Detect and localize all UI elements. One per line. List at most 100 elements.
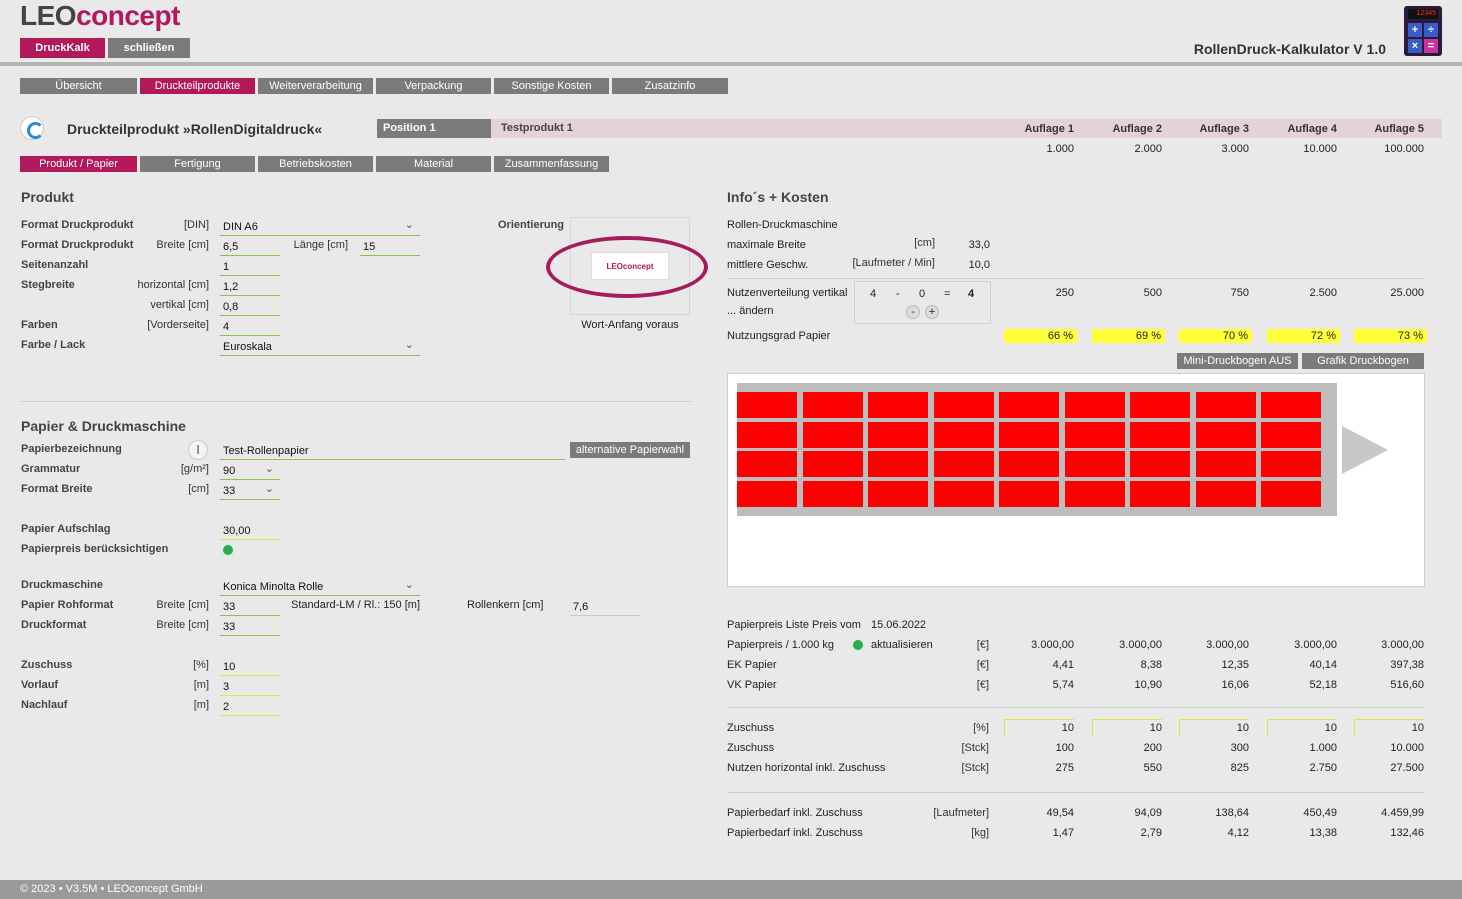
auflage-value: 10.000 <box>1303 143 1337 155</box>
vorlauf-input[interactable]: 3 <box>220 679 280 696</box>
tab-druckteilprodukte[interactable]: Druckteilprodukte <box>140 78 255 94</box>
papierbez-input[interactable]: Test-Rollenpapier <box>220 443 565 460</box>
druckformat-input[interactable]: 33 <box>220 619 280 636</box>
steg-h-input[interactable]: 1,2 <box>220 279 280 296</box>
zp-input[interactable]: 10 <box>1267 719 1337 736</box>
pl-unit: [Laufmeter] <box>933 807 989 819</box>
info-divider <box>727 278 1425 279</box>
druckmaschine-select[interactable]: Konica Minolta Rolle <box>220 577 420 596</box>
steg-v-input[interactable]: 0,8 <box>220 299 280 316</box>
text-cursor-icon[interactable]: I <box>188 440 208 460</box>
seiten-input[interactable]: 1 <box>220 259 280 276</box>
subtab-zusammenfassung[interactable]: Zusammenfassung <box>494 156 609 172</box>
subtab-material[interactable]: Material <box>376 156 491 172</box>
app-title: RollenDruck-Kalkulator V 1.0 <box>1193 41 1386 57</box>
lack-select[interactable]: Euroskala <box>220 337 420 356</box>
liste-label: Papierpreis Liste Preis vom <box>727 619 861 631</box>
nv-result: 4 <box>968 288 975 300</box>
nachlauf-input[interactable]: 2 <box>220 699 280 716</box>
position-badge[interactable]: Position 1 <box>377 119 491 138</box>
laenge-input[interactable]: 15 <box>360 239 420 256</box>
pp-value: 3.000,00 <box>1294 639 1337 651</box>
nutzungsgrad-value: 70 % <box>1179 329 1252 343</box>
papierbedarf-lm-label: Papierbedarf inkl. Zuschuss <box>727 807 863 819</box>
header-divider <box>0 62 1462 66</box>
ek-value: 397,38 <box>1390 659 1424 671</box>
auflage-header: Auflage 1 <box>1024 123 1074 135</box>
nv-b: 0 <box>919 288 926 300</box>
tab-zusatzinfo[interactable]: Zusatzinfo <box>612 78 728 94</box>
nv-decrease-button[interactable]: - <box>906 305 920 319</box>
zp-input[interactable]: 10 <box>1179 719 1249 736</box>
papierpreis-label: Papierpreis berücksichtigen <box>21 543 169 555</box>
vk-label: VK Papier <box>727 679 777 691</box>
zuschuss-prozent-label: Zuschuss <box>727 722 775 734</box>
subtab-fertigung[interactable]: Fertigung <box>140 156 255 172</box>
subtab-betriebskosten[interactable]: Betriebskosten <box>258 156 373 172</box>
grammatur-select[interactable]: 90 <box>220 461 280 480</box>
format-select[interactable]: DIN A6 <box>220 217 420 236</box>
zp-input[interactable]: 10 <box>1092 719 1162 736</box>
papierpreis-kg-label: Papierpreis / 1.000 kg <box>727 639 835 651</box>
info-divider <box>727 792 1425 793</box>
zuschuss-input[interactable]: 10 <box>220 659 280 676</box>
subtab-produkt-papier[interactable]: Produkt / Papier <box>20 156 137 172</box>
steg-h-unit: horizontal [cm] <box>137 279 209 291</box>
breite-input[interactable]: 6,5 <box>220 239 280 256</box>
pp-value: 3.000,00 <box>1206 639 1249 651</box>
nutzen-cell <box>868 392 928 418</box>
nutzen-cell <box>933 392 994 418</box>
pp-value: 3.000,00 <box>1381 639 1424 651</box>
aufschlag-input[interactable]: 30,00 <box>220 523 280 540</box>
zs-value: 100 <box>1055 742 1074 754</box>
rohformat-input[interactable]: 33 <box>220 599 280 616</box>
back-arrow-icon[interactable] <box>20 116 44 140</box>
aktualisieren-link[interactable]: aktualisieren <box>871 639 933 651</box>
ek-label: EK Papier <box>727 659 777 671</box>
seiten-label: Seitenanzahl <box>21 259 89 271</box>
refresh-icon[interactable] <box>851 638 865 652</box>
pk-value: 13,38 <box>1309 827 1337 839</box>
section-title-papier: Papier & Druckmaschine <box>21 418 186 434</box>
paper-sheet <box>737 383 1337 516</box>
nutzen-cell <box>868 480 928 507</box>
calculator-icon[interactable]: 12345 + ÷ × = <box>1404 6 1442 56</box>
nv-value: 25.000 <box>1390 287 1424 299</box>
auflage-header: Auflage 5 <box>1374 123 1424 135</box>
nh-unit: [Stck] <box>961 762 989 774</box>
druckkalk-button[interactable]: DruckKalk <box>20 38 105 58</box>
nv-a: 4 <box>870 288 877 300</box>
pk-value: 2,79 <box>1140 827 1162 839</box>
tab-verpackung[interactable]: Verpackung <box>376 78 491 94</box>
calc-multiply-key: × <box>1408 39 1422 53</box>
tab-sonstige-kosten[interactable]: Sonstige Kosten <box>494 78 609 94</box>
zp-input[interactable]: 10 <box>1354 719 1424 736</box>
highlight-ellipse <box>546 236 708 298</box>
grafik-druckbogen-button[interactable]: Grafik Druckbogen <box>1302 353 1424 369</box>
nutzen-cell <box>1195 392 1256 418</box>
nv-value: 750 <box>1230 287 1249 299</box>
nv-increase-button[interactable]: + <box>925 305 939 319</box>
nv-minus: - <box>896 288 900 300</box>
aufschlag-label: Papier Aufschlag <box>21 523 111 535</box>
alternative-papierwahl-button[interactable]: alternative Papierwahl <box>570 442 690 458</box>
tab-uebersicht[interactable]: Übersicht <box>20 78 137 94</box>
refresh-icon[interactable] <box>221 543 235 557</box>
nutzen-cell <box>1064 421 1125 448</box>
schliessen-button[interactable]: schließen <box>108 38 190 58</box>
nutzenverteilung-label: Nutzenverteilung vertikal <box>727 287 848 299</box>
footer: © 2023 • V3.5M • LEOconcept GmbH <box>0 880 1462 899</box>
zp-input[interactable]: 10 <box>1004 719 1074 736</box>
nutzen-cell <box>999 421 1059 448</box>
maschine-label: Rollen-Druckmaschine <box>727 219 838 231</box>
formatbreite-select[interactable]: 33 <box>220 481 280 500</box>
nutzungsgrad-value: 66 % <box>1004 329 1077 343</box>
pp-unit: [€] <box>976 639 989 651</box>
mini-druckbogen-button[interactable]: Mini-Druckbogen AUS <box>1177 353 1298 369</box>
tab-weiterverarbeitung[interactable]: Weiterverarbeitung <box>258 78 373 94</box>
nutzen-cell <box>933 451 994 477</box>
farben-input[interactable]: 4 <box>220 319 280 336</box>
format2-label: Format Druckprodukt <box>21 239 134 251</box>
page-title: Druckteilprodukt »RollenDigitaldruck« <box>67 121 323 137</box>
nachlauf-unit: [m] <box>193 699 209 711</box>
